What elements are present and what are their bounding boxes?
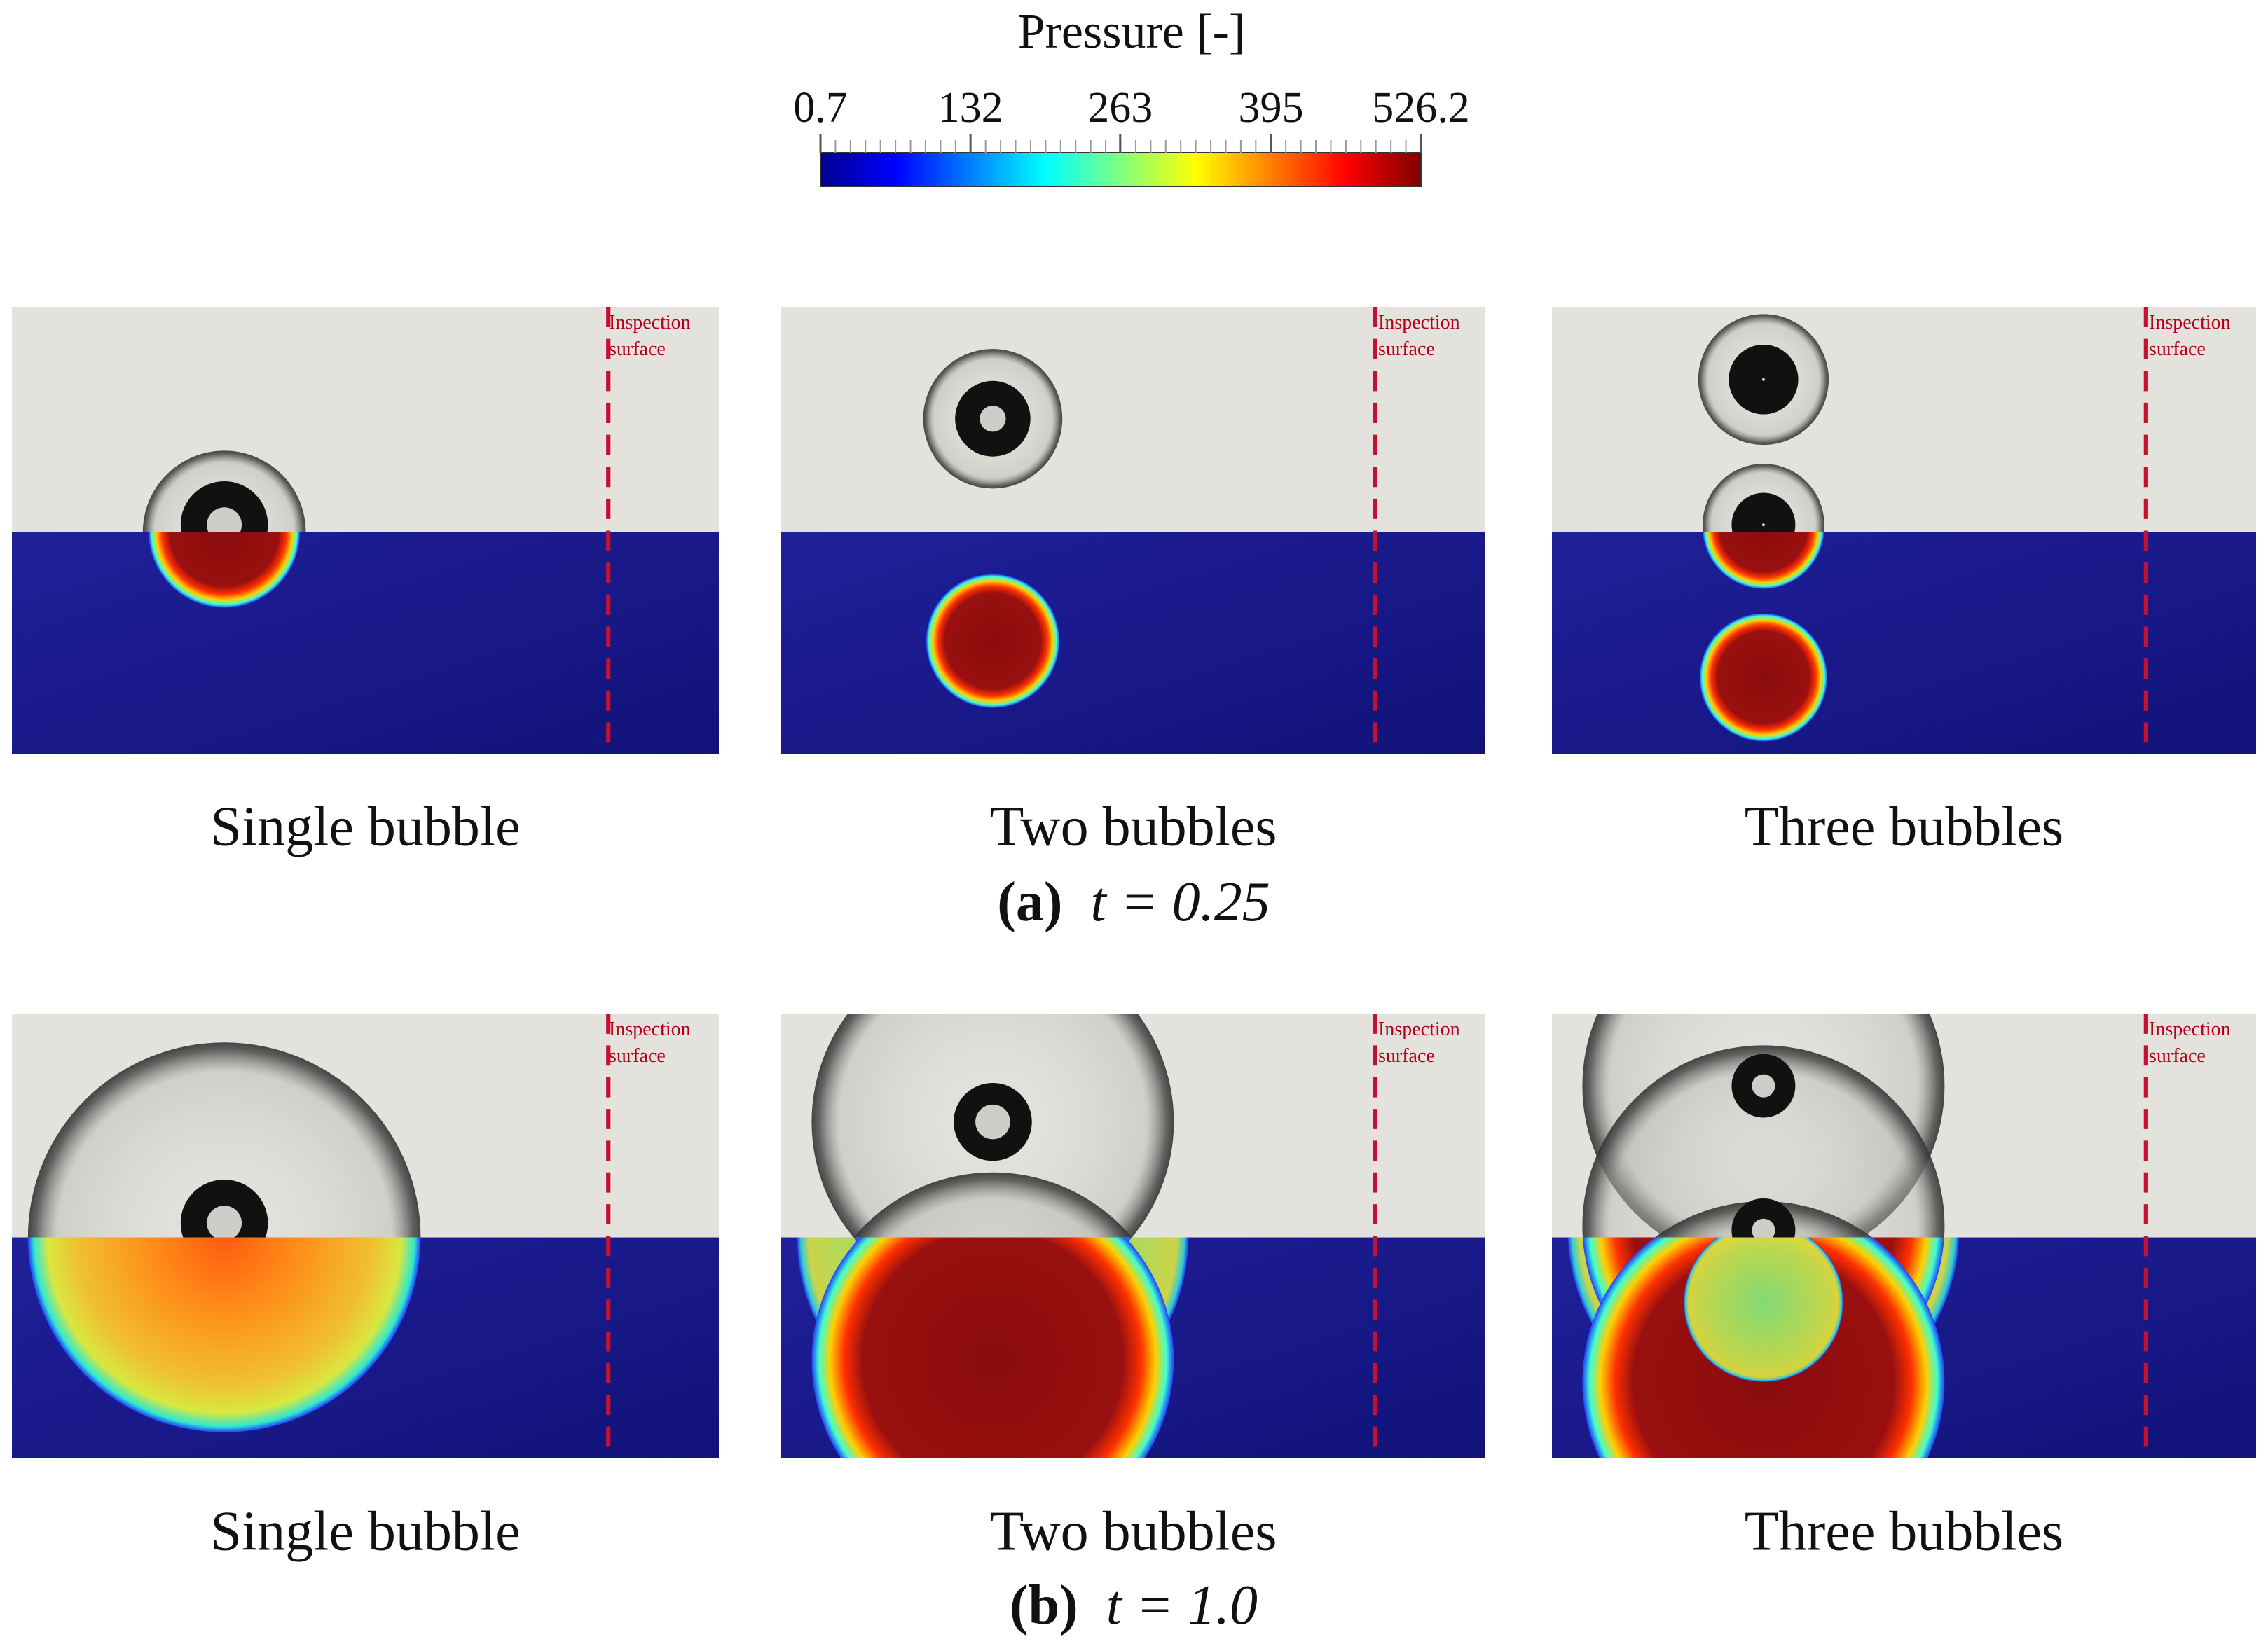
colorbar-title: Pressure [-] — [1018, 5, 1246, 59]
caption-time: t = 1.0 — [1106, 1575, 1258, 1636]
inspection-label-line: surface — [1378, 338, 1435, 360]
pressure-field — [926, 574, 1060, 708]
simulation-panel — [781, 1014, 1485, 1458]
inspection-label: Inspection surface — [2149, 1018, 2231, 1067]
caption-label: (a) — [997, 871, 1062, 933]
inspection-label-line: Inspection — [2149, 312, 2231, 333]
pressure-field — [1699, 613, 1827, 742]
inspection-label: Inspection surface — [609, 312, 691, 360]
simulation-panel — [781, 307, 1485, 754]
bubble-core — [1731, 1198, 1796, 1238]
caption: (b) t = 1.0 — [1010, 1575, 1258, 1636]
water-region — [781, 532, 1485, 754]
inspection-label: Inspection surface — [1378, 1018, 1460, 1067]
pressure-field — [1703, 532, 1824, 589]
simulation-panel — [1552, 307, 2256, 754]
pressure-field — [1684, 1237, 1843, 1382]
simulation-panel — [12, 307, 719, 754]
bubble-core — [180, 481, 268, 532]
colorbar — [820, 152, 1422, 187]
shock-wave — [853, 1172, 1132, 1238]
water-region — [1552, 532, 2256, 754]
inspection-label-line: Inspection — [609, 312, 691, 333]
inspection-label-line: Inspection — [1378, 1018, 1460, 1040]
air-region — [781, 307, 1485, 532]
caption: (a) t = 0.25 — [997, 871, 1270, 933]
bubble-core — [1731, 492, 1796, 532]
colorbar-tick-label: 263 — [1087, 84, 1153, 132]
panel-label: Single bubble — [210, 1500, 520, 1562]
panel-label: Two bubbles — [990, 796, 1277, 857]
inspection-label-line: surface — [609, 338, 666, 360]
simulation-panel — [12, 1014, 719, 1458]
pressure-field — [27, 1237, 421, 1432]
colorbar-tick-label: 132 — [938, 84, 1003, 132]
colorbar-tick-label: 526.2 — [1372, 84, 1470, 132]
colorbar-tick-label: 395 — [1239, 84, 1304, 132]
inspection-label-line: Inspection — [2149, 1018, 2231, 1040]
inspection-label-line: surface — [609, 1045, 666, 1067]
inspection-label-line: Inspection — [1378, 312, 1460, 333]
panel-label: Three bubbles — [1745, 796, 2063, 857]
inspection-label-line: Inspection — [609, 1018, 691, 1040]
simulation-panel — [1552, 1014, 2256, 1458]
caption-time: t = 0.25 — [1091, 871, 1270, 933]
caption-label: (b) — [1010, 1575, 1078, 1636]
panel-label: Three bubbles — [1745, 1500, 2063, 1562]
inspection-label-line: surface — [2149, 1045, 2206, 1067]
inspection-label-line: surface — [2149, 338, 2206, 360]
pressure-field — [811, 1237, 1174, 1458]
shock-wave — [27, 1042, 421, 1238]
inspection-label-line: surface — [1378, 1045, 1435, 1067]
pressure-field — [149, 532, 301, 608]
inspection-label: Inspection surface — [2149, 312, 2231, 360]
water-region — [12, 532, 719, 754]
air-region — [12, 307, 719, 532]
shock-wave — [1582, 1045, 1945, 1238]
panel-label: Single bubble — [210, 796, 520, 857]
air-region — [1552, 307, 2256, 532]
panel-label: Two bubbles — [990, 1500, 1277, 1562]
inspection-label: Inspection surface — [609, 1018, 691, 1067]
colorbar-tick-label: 0.7 — [793, 84, 848, 132]
inspection-label: Inspection surface — [1378, 312, 1460, 360]
